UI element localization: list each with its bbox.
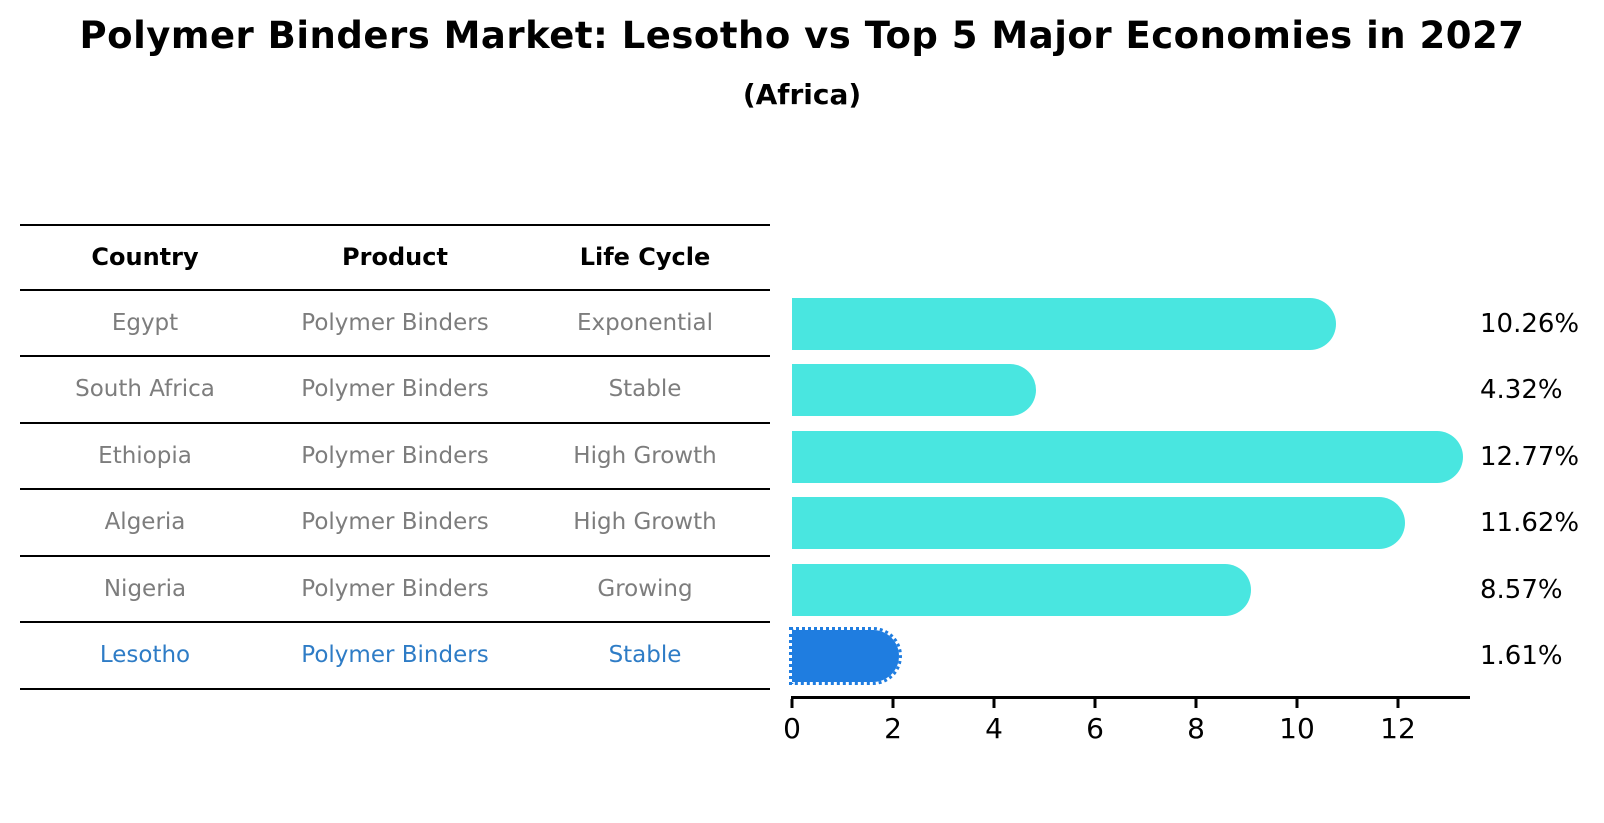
x-axis-tick-label: 0 [783,712,801,745]
column-header-country: Country [91,243,199,272]
value-label: 10.26% [1480,308,1580,339]
x-axis-tick-label: 6 [1086,712,1104,745]
x-axis-tick-label: 4 [985,712,1003,745]
table-row: Ethiopia Polymer Binders High Growth [20,424,770,490]
table-cell-life-cycle: High Growth [573,509,717,536]
table-cell-life-cycle: Exponential [576,309,713,336]
bar-ethiopia [792,430,1463,483]
table-cell-country: Algeria [104,509,186,536]
x-axis-tick-mark [1295,699,1299,708]
value-label: 12.77% [1480,441,1580,472]
bar-lesotho [788,627,903,686]
table-cell-country: Nigeria [103,575,187,602]
table-cell-life-cycle: Stable [608,376,682,403]
bar-nigeria [792,563,1251,616]
country-table: Country Product Life Cycle Egypt Polymer … [20,224,770,690]
x-axis-tick-mark [790,699,794,708]
table-cell-life-cycle: High Growth [573,442,717,469]
table-cell-country: Egypt [111,309,179,336]
x-axis-tick-mark [992,699,996,708]
value-label: 4.32% [1480,375,1563,406]
x-axis-tick-mark [891,699,895,708]
table-cell-product: Polymer Binders [301,309,489,336]
value-label: 1.61% [1480,641,1563,672]
x-axis-tick-label: 10 [1279,712,1315,745]
bar-algeria [792,497,1405,550]
table-cell-life-cycle: Stable [608,642,682,669]
x-axis-tick-mark [1093,699,1097,708]
table-cell-product: Polymer Binders [301,509,489,536]
table-row: South Africa Polymer Binders Stable [20,357,770,424]
chart-title: Polymer Binders Market: Lesotho vs Top 5… [79,14,1525,57]
value-label: 11.62% [1480,508,1580,539]
table-cell-life-cycle: Growing [597,575,693,602]
x-axis-tick-mark [1194,699,1198,708]
x-axis-tick-label: 12 [1380,712,1416,745]
table-body: Egypt Polymer Binders Exponential South Afr… [20,291,770,690]
table-header-row: Country Product Life Cycle [20,224,770,291]
table-cell-product: Polymer Binders [301,376,489,403]
value-label: 8.57% [1480,574,1563,605]
table-row: Nigeria Polymer Binders Growing [20,557,770,623]
table-cell-country: South Africa [75,376,215,403]
x-axis-tick-label: 8 [1187,712,1205,745]
table-cell-country: Lesotho [99,642,191,669]
table-cell-product: Polymer Binders [301,442,489,469]
x-axis-tick-label: 2 [884,712,902,745]
x-axis-line [791,696,1470,699]
bar-south-africa [792,364,1037,417]
table-row: Lesotho Polymer Binders Stable [20,623,770,690]
x-axis-tick-mark [1396,699,1400,708]
bar-egypt [792,297,1337,350]
chart-subtitle: (Africa) [742,78,862,111]
table-row: Egypt Polymer Binders Exponential [20,291,770,357]
table-cell-product: Polymer Binders [301,575,489,602]
table-cell-country: Ethiopia [98,442,192,469]
table-cell-product: Polymer Binders [301,642,489,669]
table-row: Algeria Polymer Binders High Growth [20,490,770,557]
column-header-lifecycle: Life Cycle [579,243,711,272]
column-header-product: Product [342,243,448,272]
